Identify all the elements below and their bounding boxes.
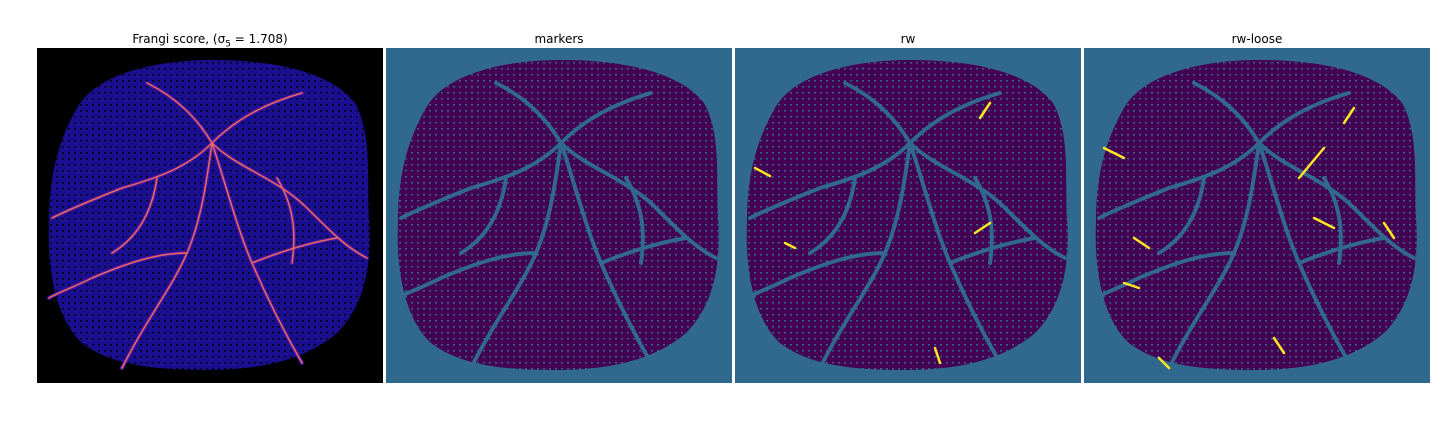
rw-image-svg	[735, 48, 1081, 383]
retina-tissue	[49, 60, 370, 370]
retina-tissue	[1096, 60, 1417, 370]
retina-tissue	[747, 60, 1068, 370]
frangi-score-image	[37, 48, 383, 383]
retina-tissue	[398, 60, 719, 370]
frangi-title-tail: = 1.708)	[231, 32, 288, 46]
rw-loose-image-svg	[1084, 48, 1430, 383]
panel-title-markers: markers	[386, 31, 732, 47]
panel-title-frangi: Frangi score, (σ5 = 1.708)	[37, 31, 383, 47]
markers-image-svg	[386, 48, 732, 383]
panel-title-rw: rw	[735, 31, 1081, 47]
markers-image	[386, 48, 732, 383]
frangi-image-svg	[37, 48, 383, 383]
rw-image	[735, 48, 1081, 383]
frangi-title-text: Frangi score, (σ	[132, 32, 225, 46]
panel-title-rw-loose: rw-loose	[1084, 31, 1430, 47]
rw-loose-image	[1084, 48, 1430, 383]
